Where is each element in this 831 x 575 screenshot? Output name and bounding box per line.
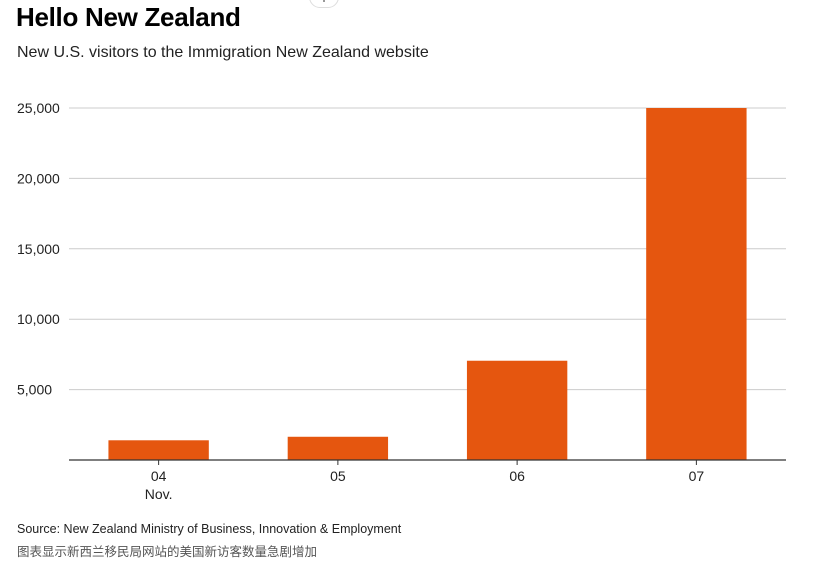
chart-caption: 图表显示新西兰移民局网站的美国新访客数量急剧增加 <box>17 545 318 559</box>
scroll-indicator-icon <box>309 0 339 8</box>
chart-title: Hello New Zealand <box>16 2 241 32</box>
y-tick-label: 20,000 <box>17 170 60 186</box>
bar-chart-svg: 5,000 10,000 15,000 20,000 25,000 04 Nov. 05 06 0… <box>17 100 786 502</box>
bar <box>646 108 747 460</box>
bar-chart: 5,000 10,000 15,000 20,000 25,000 04 Nov. 05 06 0… <box>0 90 831 510</box>
y-tick-label: 5,000 <box>17 382 52 398</box>
bar <box>287 436 389 460</box>
bar <box>466 360 568 460</box>
bar <box>108 440 209 460</box>
y-tick-label: 15,000 <box>17 241 60 257</box>
y-tick-label: 25,000 <box>17 100 60 116</box>
chart-subtitle: New U.S. visitors to the Immigration New… <box>17 44 429 61</box>
y-tick-label: 10,000 <box>17 311 60 327</box>
x-tick-label: 07 <box>689 468 705 484</box>
x-tick-label: 06 <box>509 468 525 484</box>
x-tick-label: 05 <box>330 468 346 484</box>
x-tick-label: 04 <box>151 468 167 484</box>
source-note: Source: New Zealand Ministry of Business… <box>17 522 402 536</box>
x-tick-sublabel: Nov. <box>145 486 173 502</box>
